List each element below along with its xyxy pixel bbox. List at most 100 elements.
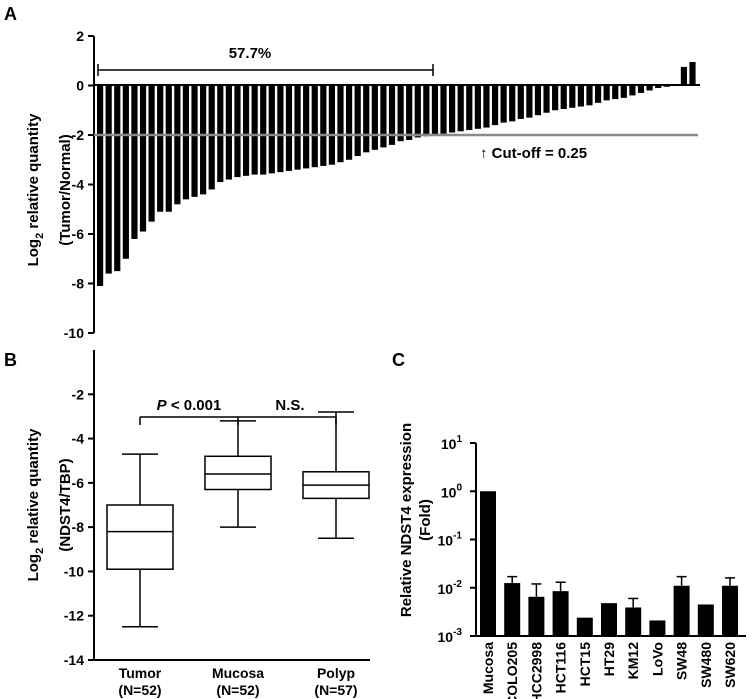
panel-a-bar xyxy=(328,85,335,165)
comparison-bracket-1 xyxy=(139,416,239,425)
panel-a-bar xyxy=(397,85,404,142)
panel-c-bar xyxy=(480,491,496,636)
panel-a-bar xyxy=(311,85,318,168)
panel-c-ylabel: Relative NDST4 expression xyxy=(398,423,415,617)
panel-a-bar xyxy=(234,85,241,178)
panel-a-bar xyxy=(122,85,129,259)
panel-a-bar xyxy=(449,85,456,133)
panel-a-tick-label: 0 xyxy=(76,78,84,94)
panel-a-bar xyxy=(174,85,181,205)
panel-a-bar xyxy=(303,85,310,169)
panel-a-bar xyxy=(200,85,207,195)
panel-a-ylabel-line2: (Tumor/Normal) xyxy=(57,134,74,245)
panel-c-category: HT29 xyxy=(601,642,617,676)
panel-c-bar xyxy=(625,607,642,636)
panel-a-bar xyxy=(414,85,421,138)
panel-c-category: Mucosa xyxy=(480,642,496,694)
panel-c-tick-exp: -1 xyxy=(453,531,462,542)
boxplot-polyp xyxy=(302,411,370,539)
percentage-bracket xyxy=(97,64,434,76)
panel-a-bar xyxy=(560,85,567,110)
panel-a-bar xyxy=(509,85,516,122)
panel-c-tick-label: 101 xyxy=(441,434,463,452)
panel-a-bar xyxy=(552,85,559,111)
panel-a-bar xyxy=(131,85,138,239)
panel-c-category: SW620 xyxy=(722,642,738,688)
panel-a-bar xyxy=(646,85,653,91)
panel-a-bar xyxy=(431,85,439,135)
panel-a-bar xyxy=(474,85,481,129)
panel-b-boxes xyxy=(106,411,370,628)
panel-b-category-name: Mucosa xyxy=(212,665,264,681)
panel-a-bar xyxy=(242,85,250,176)
panel-a-bar xyxy=(165,85,172,212)
panel-a-ticks: 2 0 -2 -4 -6 -8 -10 xyxy=(64,28,94,341)
panel-a-bar xyxy=(663,85,670,87)
panel-c-bar xyxy=(504,583,521,636)
panel-b-tick-label: -12 xyxy=(64,608,84,624)
cutoff-label: ↑ Cut-off = 0.25 xyxy=(480,145,587,162)
panel-a-tick-label: 2 xyxy=(76,28,84,44)
panel-c-tick-exp: 1 xyxy=(456,434,462,445)
panel-c-category: SW48 xyxy=(674,642,690,680)
panel-c-categories: Mucosa COLO205 HCC2998 HCT116 HCT15 HT29 KM12 L… xyxy=(480,642,738,699)
panel-a-tick-label: -8 xyxy=(72,276,85,292)
panel-c-tick-base: 10 xyxy=(438,533,454,549)
panel-a-tick-label: -10 xyxy=(64,325,84,341)
panel-b-category-n: (N=52) xyxy=(118,682,161,698)
panel-a-bar xyxy=(97,85,104,286)
panel-a-bar xyxy=(483,85,490,128)
panel-a-bar xyxy=(500,85,507,123)
panel-a-bar xyxy=(105,85,112,274)
panel-a-bar xyxy=(680,66,688,86)
comparison-bracket-2 xyxy=(238,416,337,425)
panel-a-bar xyxy=(208,85,215,190)
panel-a-tick-label: -6 xyxy=(72,226,85,242)
panel-b-tick-label: -6 xyxy=(72,475,85,491)
panel-a-bar xyxy=(423,85,430,137)
panel-b-tick-label: -4 xyxy=(72,431,85,447)
panel-c-tick-base: 10 xyxy=(441,436,457,452)
boxplot-tumor xyxy=(106,453,174,628)
panel-a: A Log2 relative quantity (Tumor/Normal) … xyxy=(4,4,700,341)
panel-c-tick-base: 10 xyxy=(441,484,457,500)
panel-a-bar xyxy=(543,85,550,113)
panel-a-bar xyxy=(526,85,533,118)
boxplot-box xyxy=(204,455,272,491)
panel-c-tick-exp: -3 xyxy=(453,627,462,638)
panel-a-bar xyxy=(655,85,662,88)
panel-c-category: SW480 xyxy=(698,642,714,688)
panel-c-tick-base: 10 xyxy=(438,581,454,597)
panel-b-tick-label: -10 xyxy=(64,563,84,579)
panel-a-bar xyxy=(320,85,327,166)
panel-a-bar xyxy=(354,85,361,157)
panel-c-ylabel-line2: (Fold) xyxy=(417,499,434,541)
panel-c: C Relative NDST4 expression (Fold) 10110… xyxy=(392,350,746,699)
panel-a-bar xyxy=(406,85,413,140)
panel-a-bar xyxy=(182,85,190,200)
panel-c-bars xyxy=(480,491,738,636)
panel-b-ylabel: Log2 relative quantity xyxy=(25,428,46,581)
panel-a-bar xyxy=(569,85,576,108)
panel-a-bar xyxy=(371,85,378,150)
panel-c-tick-base: 10 xyxy=(438,629,454,645)
panel-a-ylabel: Log2 relative quantity xyxy=(25,113,46,266)
panel-b-category-n: (N=52) xyxy=(216,682,259,698)
panel-a-bar xyxy=(534,85,542,116)
panel-letter-c: C xyxy=(392,350,405,370)
panel-b-category-name: Tumor xyxy=(119,665,162,681)
panel-c-bar xyxy=(649,620,666,636)
panel-c-tick-label: 10-2 xyxy=(438,579,463,597)
panel-b-ylabel-line2: (NDST4/TBP) xyxy=(57,458,74,551)
boxplot-mucosa xyxy=(204,420,272,528)
panel-letter-a: A xyxy=(4,4,17,24)
panel-c-bar xyxy=(673,585,690,636)
panel-c-category: COLO205 xyxy=(504,642,520,699)
panel-letter-b: B xyxy=(4,350,17,370)
panel-b-category-name: Polyp xyxy=(317,665,355,681)
panel-c-tick-exp: -2 xyxy=(453,579,462,590)
panel-a-bar xyxy=(672,84,679,86)
panel-a-bar xyxy=(586,85,593,106)
boxplot-box xyxy=(106,504,174,570)
